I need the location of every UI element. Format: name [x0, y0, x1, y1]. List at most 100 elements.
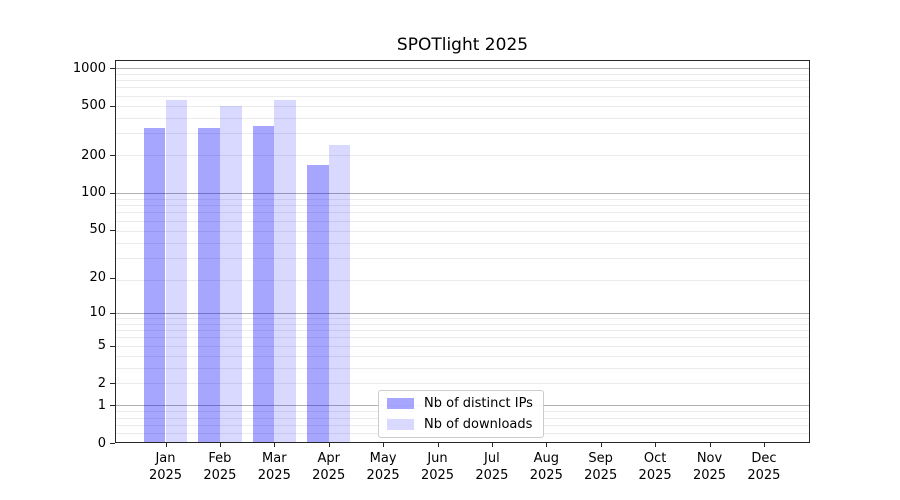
x-tick-year: 2025 [257, 468, 291, 483]
bar-downloads-feb [219, 105, 242, 443]
gridline-minor [115, 323, 810, 325]
x-tick-year: 2025 [638, 468, 672, 483]
gridline-minor [115, 105, 810, 107]
y-tick-label: 50 [89, 222, 106, 238]
y-axis-tick [110, 229, 115, 231]
gridline-minor [115, 330, 810, 332]
gridline-minor [115, 345, 810, 347]
x-tick-month: Jan [155, 451, 176, 466]
x-tick-label-apr: Apr 2025 [297, 450, 361, 484]
x-tick-month: Jun [427, 451, 448, 466]
x-tick-year: 2025 [747, 468, 781, 483]
x-tick-year: 2025 [692, 468, 727, 483]
x-tick-month: Jul [484, 451, 500, 466]
x-tick-month: Mar [262, 451, 287, 466]
bar-downloads-apr [328, 145, 351, 443]
y-axis-tick [110, 105, 115, 107]
bar-downloads-jan [165, 99, 188, 443]
x-tick-label-jul: Jul 2025 [460, 450, 524, 484]
gridline-minor [115, 212, 810, 214]
gridline-minor [115, 220, 810, 222]
y-tick-label: 1 [97, 397, 106, 413]
x-tick-label-jun: Jun 2025 [406, 450, 470, 484]
x-tick-month: Aug [533, 451, 559, 466]
bar-distinct-ips-apr [307, 164, 329, 443]
legend-row: Nb of distinct IPs [387, 396, 543, 411]
gridline-minor [115, 133, 810, 135]
gridline-minor [115, 230, 810, 232]
gridline-major [115, 68, 810, 69]
x-axis-tick [491, 443, 493, 447]
x-tick-year: 2025 [584, 468, 618, 483]
x-axis-tick [655, 443, 657, 447]
x-tick-label-aug: Aug 2025 [514, 450, 578, 484]
x-tick-year: 2025 [203, 468, 237, 483]
y-tick-label: 10 [89, 305, 106, 321]
y-axis-tick [110, 312, 115, 314]
y-axis-tick [110, 443, 115, 444]
gridline-minor [115, 355, 810, 357]
x-tick-year: 2025 [148, 468, 183, 483]
bar-downloads-mar [274, 99, 296, 443]
x-tick-month: Nov [696, 451, 723, 466]
y-axis-tick [110, 277, 115, 279]
x-axis-tick [165, 443, 167, 447]
bar-distinct-ips-jan [143, 127, 166, 443]
x-tick-label-dec: Dec 2025 [732, 450, 796, 484]
gridline-minor [115, 318, 810, 319]
x-tick-year: 2025 [312, 468, 346, 483]
gridline-minor [115, 95, 810, 97]
y-tick-label: 500 [81, 98, 106, 114]
gridline-major [115, 312, 810, 314]
chart-title: SPOTlight 2025 [396, 35, 529, 55]
x-tick-label-oct: Oct 2025 [623, 450, 687, 484]
gridline-minor [115, 205, 810, 207]
gridline-minor [115, 280, 810, 282]
y-axis-tick [110, 155, 115, 157]
x-tick-month: Sep [588, 451, 613, 466]
legend-label: Nb of downloads [424, 417, 533, 432]
gridline-minor [115, 198, 810, 200]
y-axis-tick [110, 345, 115, 347]
x-tick-year: 2025 [475, 468, 509, 483]
y-axis-tick [110, 405, 115, 407]
gridline-minor [115, 80, 810, 82]
gridline-minor [115, 117, 810, 119]
legend-row: Nb of downloads [387, 417, 543, 432]
gridline-minor [115, 242, 810, 244]
y-tick-label: 2 [97, 375, 106, 391]
x-tick-label-may: May 2025 [351, 450, 415, 484]
y-axis-tick [110, 192, 115, 194]
gridline-minor [115, 193, 810, 194]
x-tick-year: 2025 [366, 468, 400, 483]
x-axis-tick [274, 443, 276, 447]
legend-swatch-distinct-ips [387, 398, 414, 409]
y-tick-label: 20 [89, 270, 106, 286]
x-axis-tick [383, 443, 385, 447]
bar-distinct-ips-feb [198, 127, 220, 443]
legend-swatch-downloads [387, 419, 414, 430]
x-axis-tick [546, 443, 548, 447]
y-axis-tick [110, 68, 115, 69]
gridline-major [115, 192, 810, 194]
gridline-minor [115, 73, 810, 75]
x-tick-month: Feb [208, 451, 232, 466]
gridline-minor [115, 383, 810, 385]
y-tick-label: 1000 [72, 60, 106, 76]
x-tick-label-jan: Jan 2025 [134, 450, 198, 484]
x-tick-label-feb: Feb 2025 [188, 450, 252, 484]
x-axis-tick [219, 443, 221, 447]
x-tick-year: 2025 [420, 468, 455, 483]
x-axis-tick [709, 443, 711, 447]
y-tick-label: 5 [97, 338, 106, 354]
y-tick-label: 100 [81, 185, 106, 200]
x-tick-month: Apr [317, 451, 340, 466]
x-tick-month: May [369, 451, 397, 466]
gridline-minor [115, 87, 810, 89]
x-tick-label-nov: Nov 2025 [678, 450, 742, 484]
y-tick-label: 0 [97, 435, 106, 451]
gridline-minor [115, 258, 810, 260]
bar-distinct-ips-mar [252, 125, 275, 443]
x-axis-tick [763, 443, 765, 447]
